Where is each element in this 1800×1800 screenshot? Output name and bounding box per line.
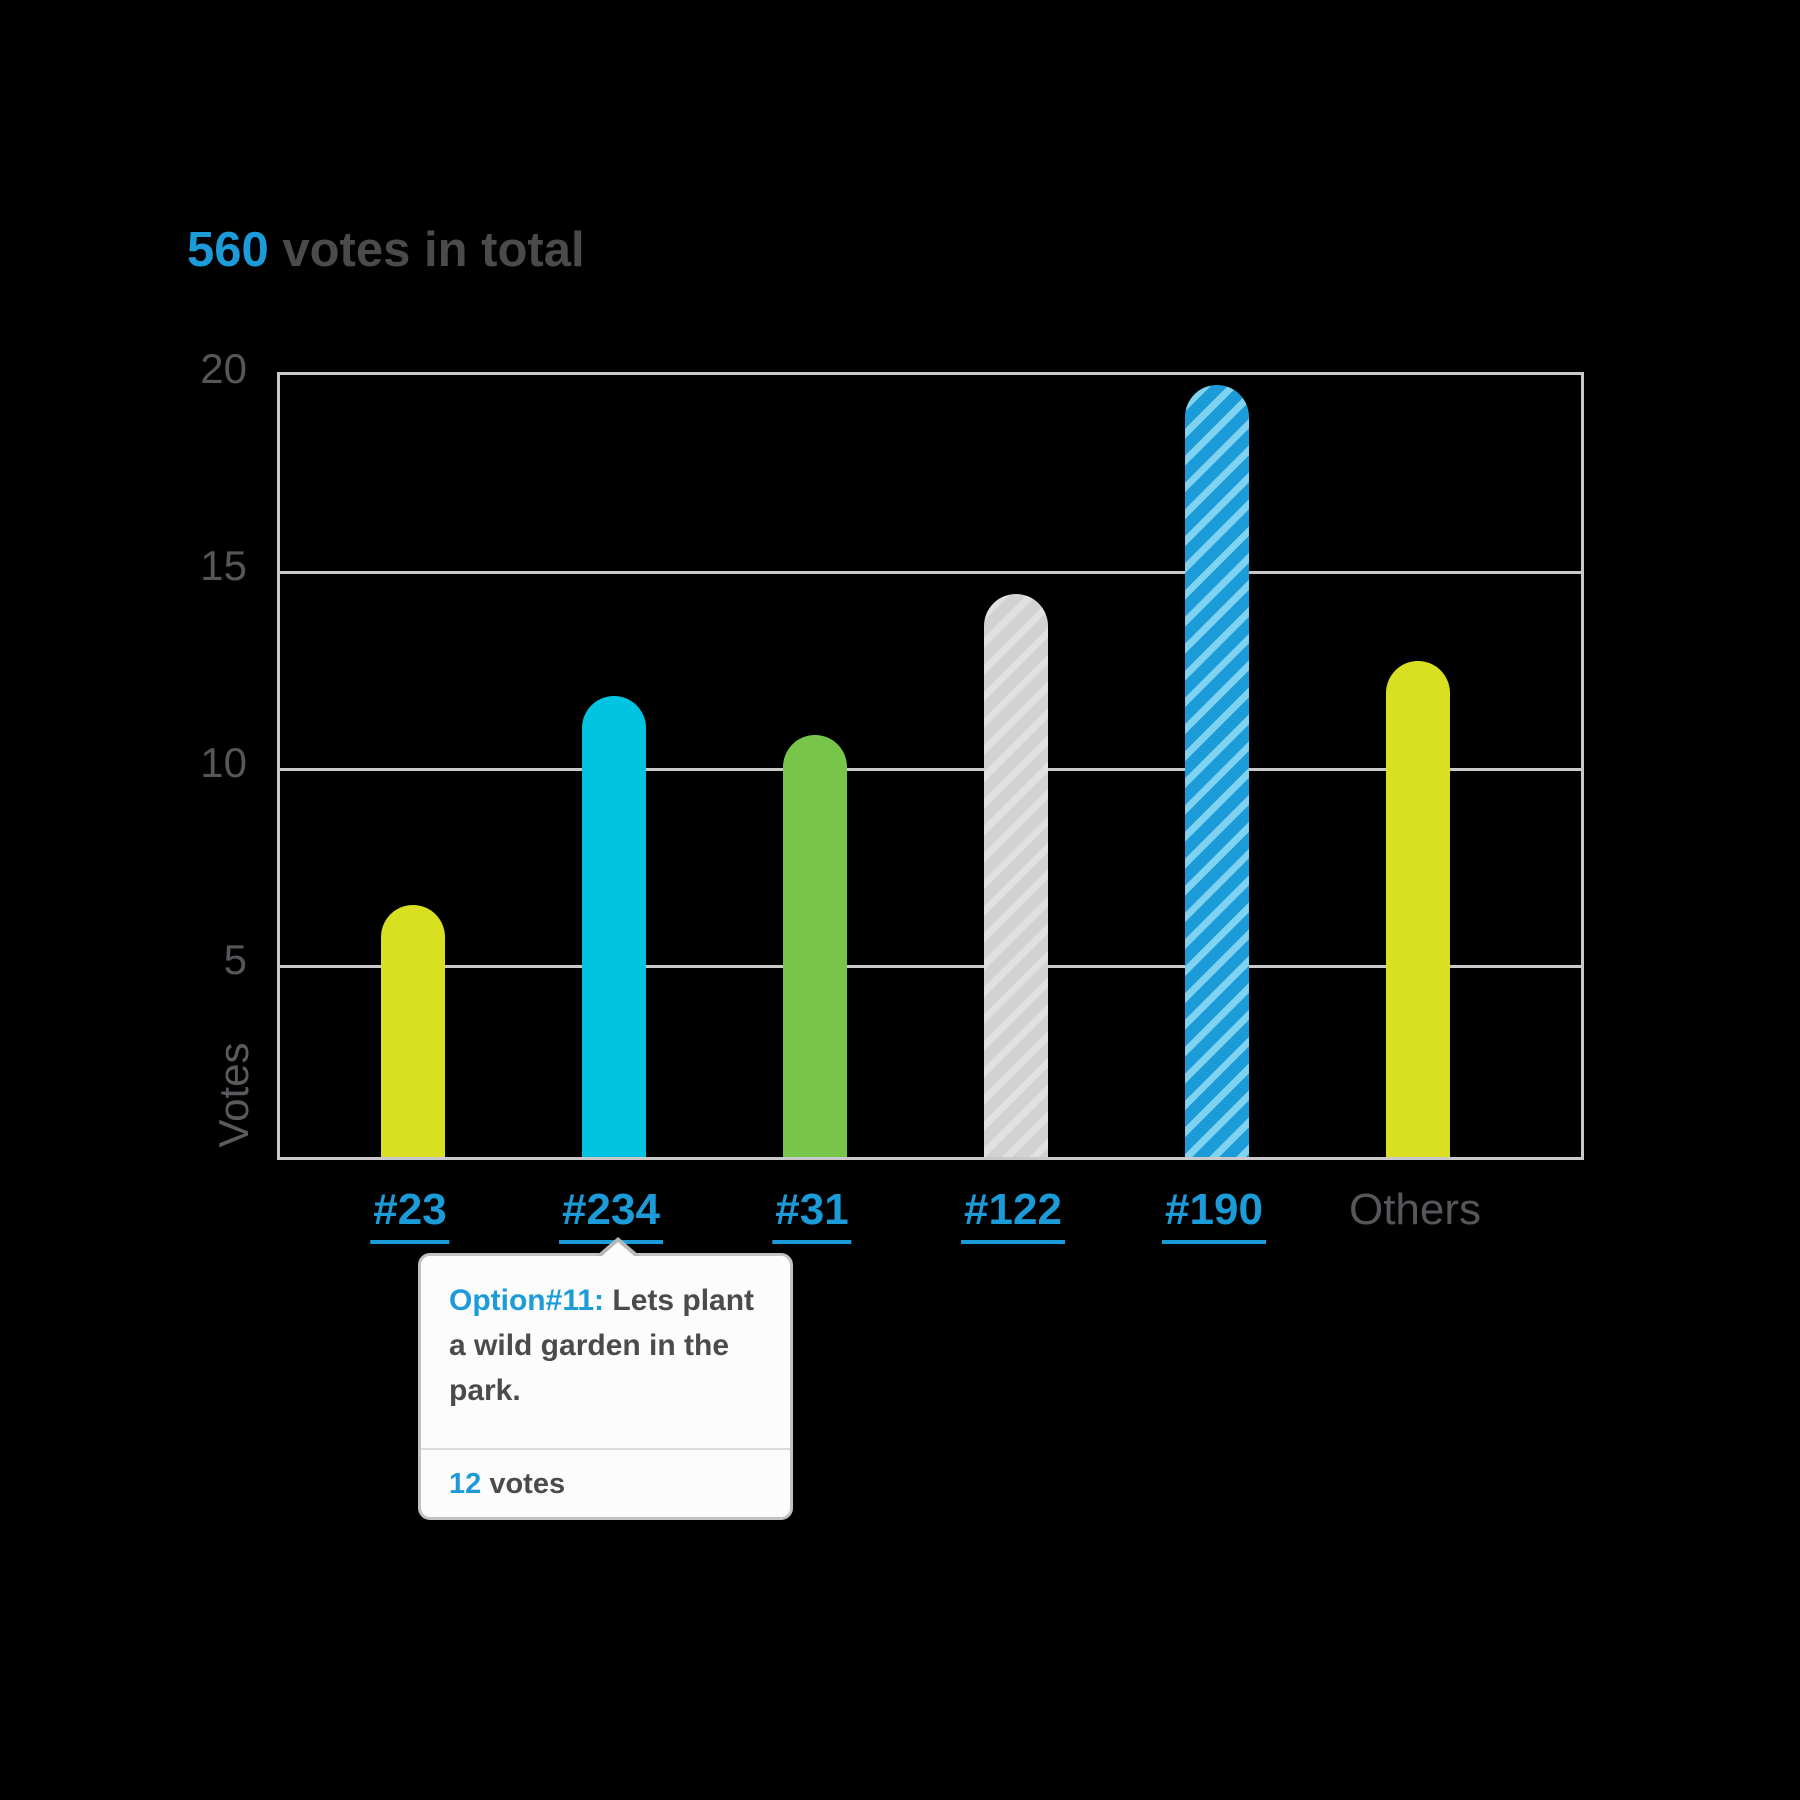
y-tick-label: 10 bbox=[200, 739, 247, 786]
tooltip: Option#11: Lets plant a wild garden in t… bbox=[418, 1237, 793, 1520]
tooltip-option-id: Option#11: bbox=[449, 1284, 605, 1317]
total-votes-text: votes in total bbox=[268, 223, 585, 277]
tooltip-text: Option#11: Lets plant a wild garden in t… bbox=[421, 1256, 790, 1413]
x-label-31[interactable]: #31 bbox=[772, 1185, 852, 1244]
y-tick-label: 20 bbox=[200, 345, 247, 392]
gridline bbox=[280, 570, 1581, 574]
tooltip-votes-number: 12 bbox=[449, 1468, 482, 1500]
tooltip-votes: 12 votes bbox=[449, 1468, 565, 1501]
tooltip-votes-text: votes bbox=[481, 1468, 566, 1500]
bar-others[interactable] bbox=[1386, 661, 1450, 1157]
bar-234[interactable] bbox=[582, 696, 646, 1157]
y-tick-label: 5 bbox=[223, 936, 247, 983]
gridline bbox=[280, 767, 1581, 771]
bar-31[interactable] bbox=[783, 735, 847, 1157]
tooltip-pointer-fill bbox=[596, 1242, 640, 1261]
y-axis-label: Votes bbox=[210, 1042, 257, 1148]
gridline bbox=[280, 964, 1581, 968]
bar-122[interactable] bbox=[984, 594, 1048, 1157]
tooltip-option-description: Lets plant a wild garden in the park. bbox=[449, 1284, 755, 1407]
x-label-122[interactable]: #122 bbox=[961, 1185, 1065, 1244]
x-label-234[interactable]: #234 bbox=[559, 1185, 663, 1244]
bar-23[interactable] bbox=[381, 905, 445, 1157]
chart-title: 560 votes in total bbox=[187, 222, 585, 278]
x-label-others: Others bbox=[1348, 1185, 1482, 1234]
x-label-23[interactable]: #23 bbox=[370, 1185, 450, 1244]
x-label-190[interactable]: #190 bbox=[1162, 1185, 1266, 1244]
tooltip-divider bbox=[421, 1448, 790, 1450]
bar-190[interactable] bbox=[1185, 385, 1249, 1157]
y-tick-label: 15 bbox=[200, 542, 247, 589]
total-votes-number: 560 bbox=[187, 223, 269, 277]
plot-area bbox=[277, 372, 1584, 1160]
